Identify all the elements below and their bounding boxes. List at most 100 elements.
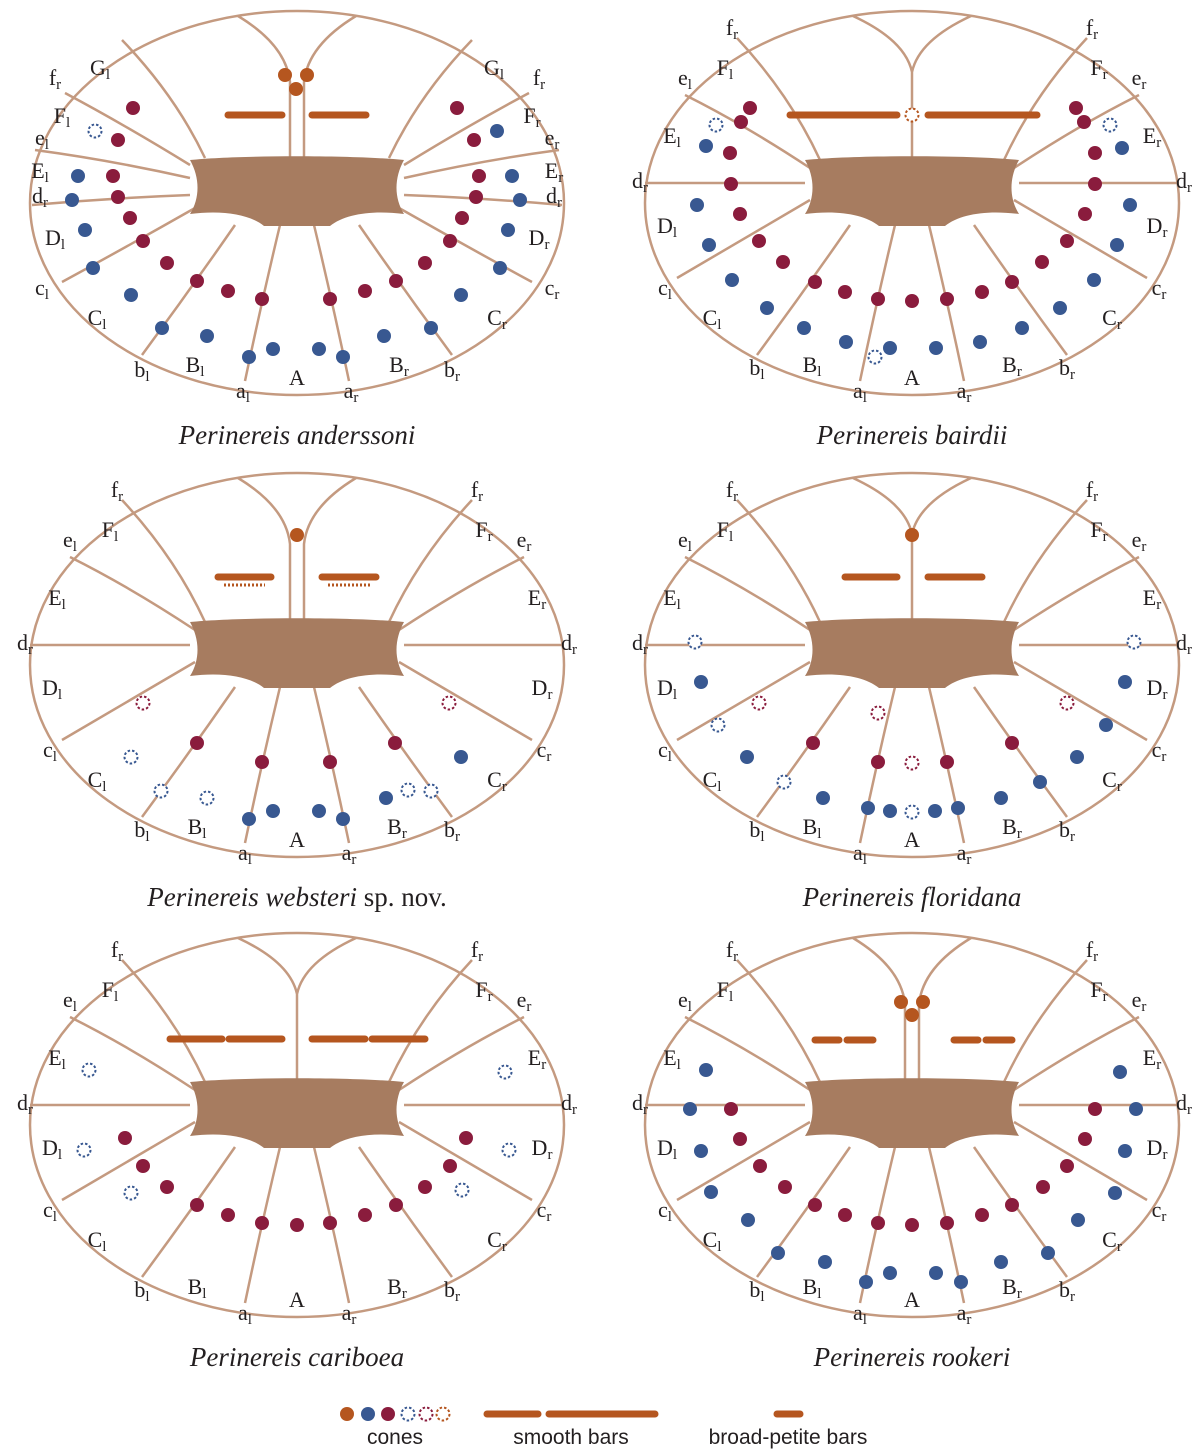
caption-italic: Perinereis bairdii bbox=[816, 420, 1008, 450]
label-subscript: l bbox=[717, 779, 721, 795]
cone bbox=[389, 274, 403, 288]
label-letter: e bbox=[678, 527, 688, 552]
label-letter: e bbox=[517, 527, 527, 552]
legend: cones smooth bars broad-petite bars bbox=[367, 1410, 867, 1449]
central-ridge bbox=[237, 936, 357, 1084]
cone bbox=[490, 124, 504, 138]
region-label: bl bbox=[134, 357, 149, 385]
division-line bbox=[387, 959, 473, 1083]
label-subscript: l bbox=[200, 364, 204, 380]
label-subscript: r bbox=[733, 949, 738, 965]
cone bbox=[160, 256, 174, 270]
region-label: ar bbox=[342, 1300, 357, 1328]
region-label: Dr bbox=[532, 1135, 553, 1163]
label-subscript: r bbox=[502, 317, 507, 333]
label-subscript: r bbox=[1161, 1209, 1166, 1225]
cone bbox=[200, 329, 214, 343]
cone bbox=[905, 294, 919, 308]
region-label: dr bbox=[17, 1090, 33, 1118]
cone bbox=[683, 1102, 697, 1116]
region-label: Cl bbox=[703, 1227, 722, 1255]
label-subscript: l bbox=[863, 852, 867, 868]
label-subscript: r bbox=[353, 390, 358, 406]
label-letter: a bbox=[957, 1300, 967, 1325]
division-line bbox=[398, 1120, 533, 1202]
cone bbox=[336, 350, 350, 364]
label-subscript: r bbox=[502, 779, 507, 795]
cone bbox=[1036, 1180, 1050, 1194]
cone bbox=[1129, 1102, 1143, 1116]
region-label: Cr bbox=[1102, 305, 1122, 333]
division-line bbox=[121, 499, 207, 623]
cone bbox=[467, 133, 481, 147]
cone bbox=[724, 1102, 738, 1116]
region-label: al bbox=[853, 378, 867, 406]
division-line bbox=[403, 148, 560, 180]
cone bbox=[741, 1213, 755, 1227]
label-letter: C bbox=[703, 305, 718, 330]
cone bbox=[190, 274, 204, 288]
label-letter: b bbox=[134, 357, 145, 382]
cone bbox=[505, 169, 519, 183]
cone bbox=[290, 1218, 304, 1232]
cone bbox=[1053, 301, 1067, 315]
cone bbox=[883, 341, 897, 355]
cone bbox=[975, 285, 989, 299]
label-letter: C bbox=[1102, 767, 1117, 792]
cone bbox=[118, 1131, 132, 1145]
label-subscript: l bbox=[688, 77, 692, 93]
label-subscript: r bbox=[541, 597, 546, 613]
division-line bbox=[1013, 1120, 1148, 1202]
label-letter: B bbox=[188, 1274, 203, 1299]
region-label: er bbox=[545, 125, 560, 153]
division-line bbox=[398, 1015, 525, 1092]
cone bbox=[123, 749, 139, 765]
label-letter: d bbox=[1176, 1090, 1187, 1115]
label-subscript: l bbox=[45, 287, 49, 303]
label-letter: b bbox=[749, 355, 760, 380]
label-subscript: r bbox=[643, 1102, 648, 1118]
label-subscript: r bbox=[541, 1057, 546, 1073]
label-letter: c bbox=[1152, 737, 1162, 762]
label-letter: E bbox=[48, 585, 61, 610]
region-label: Dr bbox=[1147, 1135, 1168, 1163]
division-line bbox=[140, 1146, 237, 1278]
label-subscript: r bbox=[402, 826, 407, 842]
region-label: A bbox=[904, 827, 920, 852]
label-letter: G bbox=[484, 55, 500, 80]
label-subscript: l bbox=[248, 852, 252, 868]
label-subscript: r bbox=[558, 170, 563, 186]
label-letter: F bbox=[717, 517, 729, 542]
region-label: Dr bbox=[529, 225, 550, 253]
division-line bbox=[1013, 1015, 1140, 1092]
cone bbox=[818, 1255, 832, 1269]
region-label: Br bbox=[1002, 1274, 1022, 1302]
label-letter: f bbox=[111, 937, 119, 962]
region-label: Dl bbox=[657, 1135, 677, 1163]
region-label: dr bbox=[1176, 168, 1192, 196]
division-line bbox=[1013, 555, 1140, 632]
cone bbox=[255, 1216, 269, 1230]
label-letter: d bbox=[561, 1090, 572, 1115]
cone bbox=[443, 234, 457, 248]
region-label: Bl bbox=[803, 1274, 822, 1302]
label-letter: a bbox=[238, 840, 248, 865]
division-line bbox=[736, 37, 822, 161]
label-letter: f bbox=[471, 477, 479, 502]
region-label: ar bbox=[344, 378, 359, 406]
label-letter: c bbox=[545, 275, 555, 300]
label-subscript: l bbox=[668, 287, 672, 303]
cone bbox=[797, 321, 811, 335]
label-subscript: l bbox=[817, 826, 821, 842]
label-letter: D bbox=[45, 225, 61, 250]
label-letter: d bbox=[632, 630, 643, 655]
region-label: Gl bbox=[90, 55, 110, 83]
cone bbox=[1115, 141, 1129, 155]
region-label: Dl bbox=[45, 225, 65, 253]
region-label: br bbox=[444, 357, 460, 385]
region-label: al bbox=[236, 378, 250, 406]
label-letter: D bbox=[42, 675, 58, 700]
caption-italic: Perinereis anderssoni bbox=[178, 420, 416, 450]
cone bbox=[1099, 718, 1113, 732]
